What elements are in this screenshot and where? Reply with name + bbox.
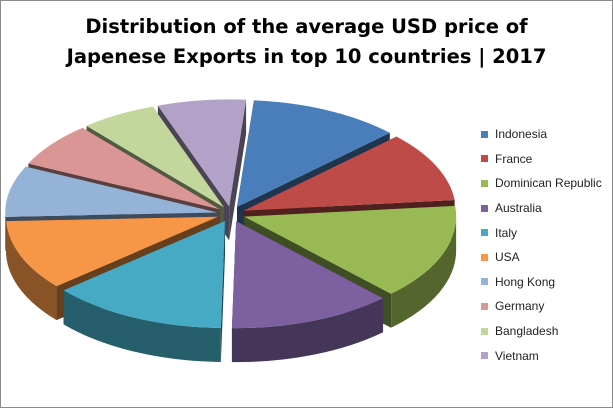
legend-item: Germany [481, 294, 611, 319]
legend-label: Germany [495, 299, 545, 314]
pie-slice-vietnam [157, 99, 247, 207]
pie-slice-side-usa [6, 221, 57, 321]
legend-item: Indonesia [481, 122, 611, 147]
chart-title-line-1: Distribution of the average USD price of [85, 15, 528, 38]
legend-swatch [481, 179, 488, 187]
pie-slice-indonesia [236, 100, 390, 208]
legend-swatch [481, 204, 488, 212]
pie-slice-side-australia [231, 298, 384, 363]
legend-item: Italy [481, 220, 611, 245]
pie-slice-italy [63, 220, 226, 328]
legend-label: Vietnam [495, 348, 539, 363]
pie-slice-hong-kong [5, 166, 218, 217]
legend-item: France [481, 147, 611, 172]
legend-label: USA [495, 250, 520, 265]
legend-swatch [481, 302, 488, 310]
legend-label: Hong Kong [495, 274, 556, 289]
legend-label: Dominican Republic [495, 176, 602, 191]
legend-label: France [495, 151, 533, 166]
legend-swatch [481, 130, 488, 138]
legend-item: Vietnam [481, 343, 611, 368]
pie-slice-wall-italy [220, 220, 226, 362]
pie-slice-usa [6, 216, 218, 287]
legend-item: USA [481, 245, 611, 270]
legend-swatch [481, 327, 488, 335]
chart-title-line-2: Japenese Exports in top 10 countries | 2… [66, 45, 547, 68]
legend-item: Bangladesh [481, 319, 611, 344]
pie-slice-australia [231, 221, 384, 329]
legend-swatch [481, 352, 488, 360]
pie-slice-bangladesh [86, 106, 224, 208]
legend: Indonesia France Dominican Republic Austral… [481, 122, 611, 368]
chart-title: Distribution of the average USD price of… [1, 12, 612, 72]
legend-label: Italy [495, 225, 518, 240]
legend-label: Bangladesh [495, 324, 559, 339]
legend-item: Dominican Republic [481, 171, 611, 196]
legend-item: Hong Kong [481, 270, 611, 295]
pie-slice-france [243, 136, 455, 211]
pie-slice-wall-vietnam [229, 99, 247, 241]
legend-swatch [481, 278, 488, 286]
legend-swatch [481, 229, 488, 237]
pie-slice-germany [28, 127, 220, 210]
legend-swatch [481, 155, 488, 163]
legend-item: Australia [481, 196, 611, 221]
legend-label: Indonesia [495, 127, 548, 142]
pie-slice-side-dominican-republic [391, 216, 457, 328]
legend-swatch [481, 253, 488, 261]
pie-slice-side-italy [63, 290, 221, 362]
pie-slice-dominican-republic [244, 205, 457, 294]
legend-label: Australia [495, 201, 542, 216]
